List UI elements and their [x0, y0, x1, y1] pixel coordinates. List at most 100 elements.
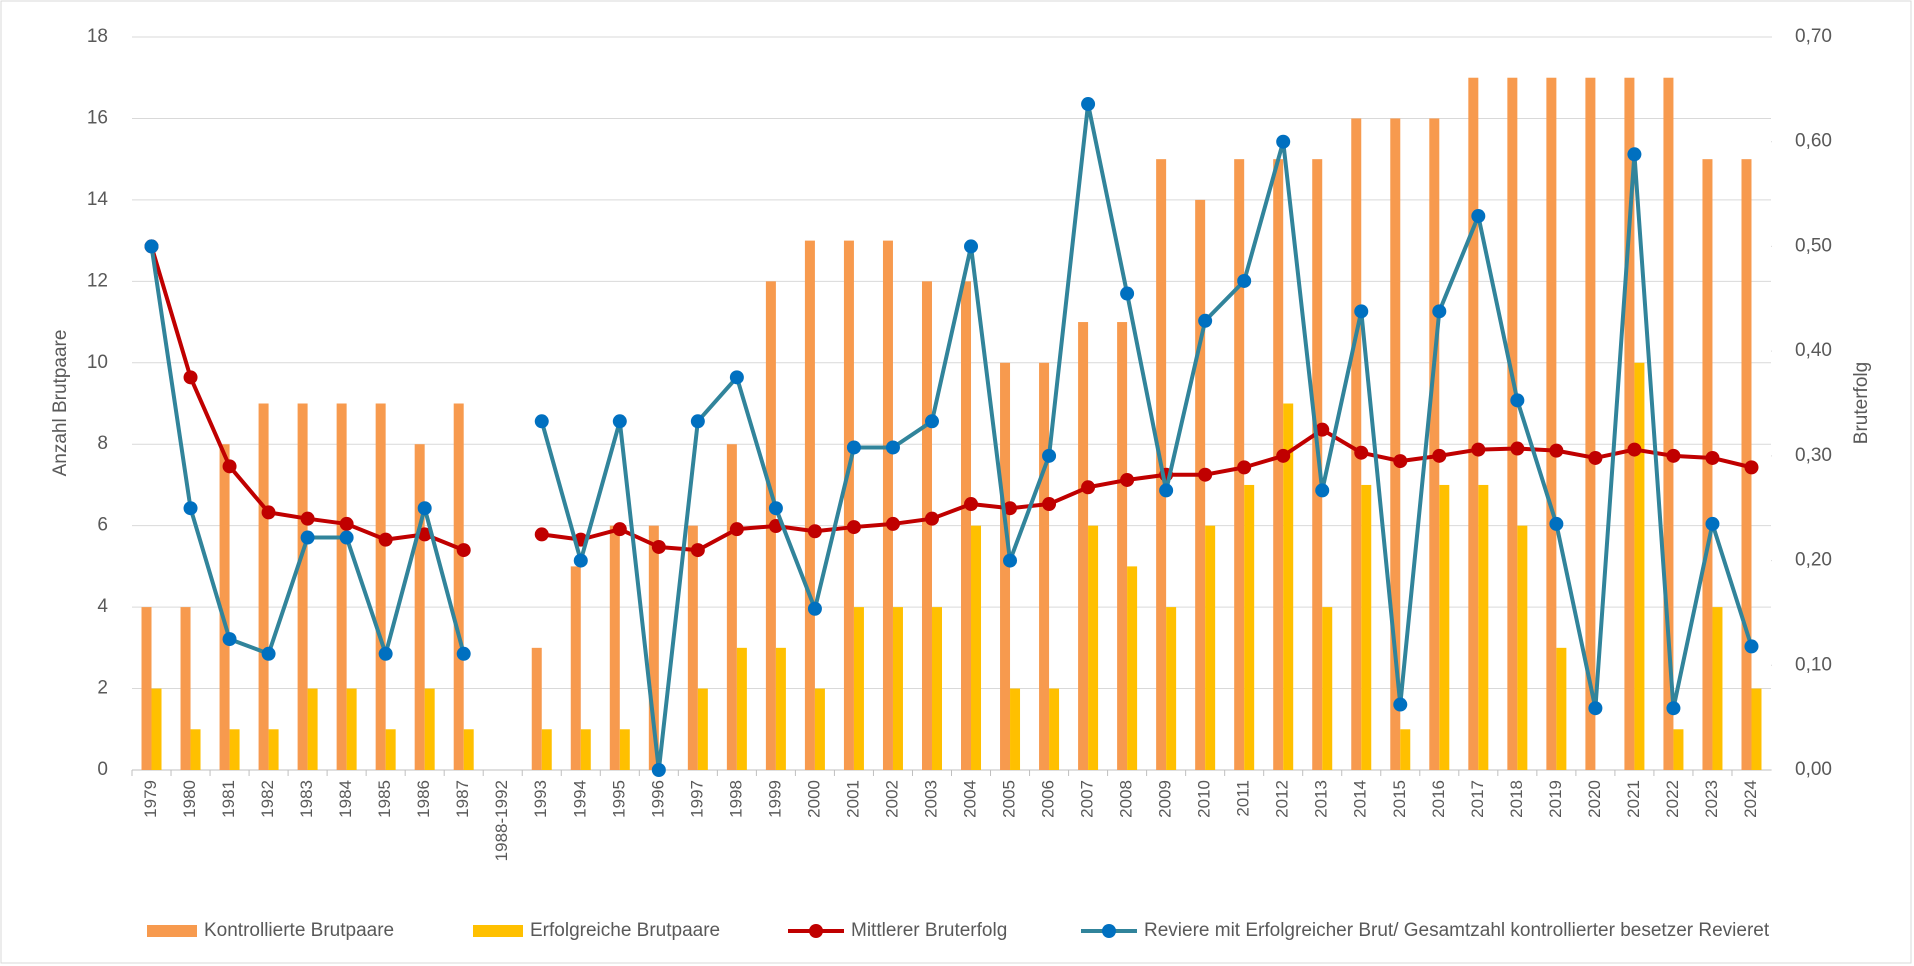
marker: [339, 530, 354, 545]
legend-marker: [1102, 924, 1116, 938]
marker: [729, 522, 744, 537]
bar: [414, 444, 425, 770]
bar: [1702, 159, 1713, 770]
y-tick-label: 4: [97, 596, 108, 617]
y-tick-label: 6: [97, 515, 108, 536]
x-tick-label: 2012: [1273, 780, 1292, 818]
x-tick-label: 2004: [960, 780, 979, 818]
bar: [1039, 362, 1050, 770]
y2-tick-label: 0,40: [1795, 340, 1832, 361]
marker: [1159, 483, 1174, 498]
y2-axis-label: Bruterfolg: [1851, 362, 1872, 444]
bar: [385, 729, 396, 770]
marker: [1042, 497, 1057, 512]
bar: [424, 688, 435, 770]
bar: [1312, 159, 1323, 770]
x-tick-label: 1983: [297, 780, 316, 818]
bar: [1195, 199, 1206, 770]
x-tick-label: 2021: [1624, 780, 1643, 818]
y-tick-label: 12: [87, 270, 108, 291]
marker: [222, 459, 237, 474]
bar: [1468, 77, 1479, 770]
bar: [971, 525, 982, 770]
bar: [1673, 729, 1684, 770]
x-tick-label: 2015: [1390, 780, 1409, 818]
x-tick-label: 2011: [1234, 780, 1253, 817]
marker: [1627, 442, 1642, 457]
bar: [531, 647, 542, 770]
marker: [1432, 448, 1447, 463]
bar: [1283, 403, 1294, 770]
marker: [846, 520, 861, 535]
x-tick-label: 2016: [1429, 780, 1448, 818]
x-tick-label: 2018: [1507, 780, 1526, 818]
bar: [1517, 525, 1528, 770]
bar: [1478, 484, 1489, 770]
marker: [573, 553, 588, 568]
bar: [219, 444, 230, 770]
bar: [853, 607, 864, 770]
y-tick-label: 18: [87, 26, 108, 47]
bar: [1390, 118, 1401, 770]
y-tick-label: 8: [97, 433, 108, 454]
bar: [1585, 77, 1596, 770]
bar: [1049, 688, 1060, 770]
marker: [1588, 701, 1603, 716]
marker: [534, 527, 549, 542]
y-tick-label: 0: [97, 759, 108, 780]
marker: [1705, 516, 1720, 531]
y2-tick-label: 0,50: [1795, 235, 1832, 256]
bar: [1351, 118, 1362, 770]
marker: [300, 511, 315, 526]
x-tick-label: 2014: [1351, 780, 1370, 818]
bar: [1088, 525, 1099, 770]
bar: [463, 729, 474, 770]
bar: [1273, 159, 1284, 770]
bar: [1000, 362, 1011, 770]
legend-marker: [809, 924, 823, 938]
marker: [651, 763, 666, 777]
bar: [1546, 77, 1557, 770]
y-tick-label: 2: [97, 678, 108, 699]
marker: [222, 632, 237, 647]
marker: [612, 522, 627, 537]
bar: [1624, 77, 1635, 770]
bar: [1429, 118, 1440, 770]
bar: [843, 240, 854, 771]
bar: [609, 525, 620, 770]
marker: [924, 414, 939, 429]
marker: [885, 516, 900, 531]
marker: [612, 414, 627, 429]
x-tick-label: 2001: [843, 780, 862, 818]
x-tick-label: 1987: [453, 780, 472, 818]
marker: [1003, 553, 1018, 568]
y2-tick-label: 0,70: [1795, 26, 1832, 47]
bar: [931, 607, 942, 770]
marker: [261, 646, 276, 661]
marker: [183, 370, 198, 385]
bar: [882, 240, 893, 771]
x-tick-label: 2023: [1702, 780, 1721, 818]
bar: [336, 403, 347, 770]
x-tick-label: 2003: [921, 780, 940, 818]
marker: [261, 505, 276, 520]
x-tick-label: 1984: [336, 780, 355, 818]
marker: [924, 511, 939, 526]
marker: [651, 539, 666, 554]
marker: [729, 370, 744, 385]
marker: [1081, 97, 1096, 112]
x-tick-label: 2019: [1546, 780, 1565, 818]
legend-swatch: [147, 925, 197, 937]
x-tick-label: 1986: [414, 780, 433, 818]
marker: [1588, 450, 1603, 465]
marker: [1120, 286, 1135, 301]
bar: [1010, 688, 1021, 770]
marker: [1666, 701, 1681, 716]
bar: [180, 607, 191, 770]
marker: [807, 524, 822, 539]
bar: [775, 647, 786, 770]
marker: [1315, 483, 1330, 498]
x-tick-label: 2010: [1195, 780, 1214, 818]
y-axis-label: Anzahl Brutpaare: [50, 330, 71, 477]
marker: [1666, 448, 1681, 463]
